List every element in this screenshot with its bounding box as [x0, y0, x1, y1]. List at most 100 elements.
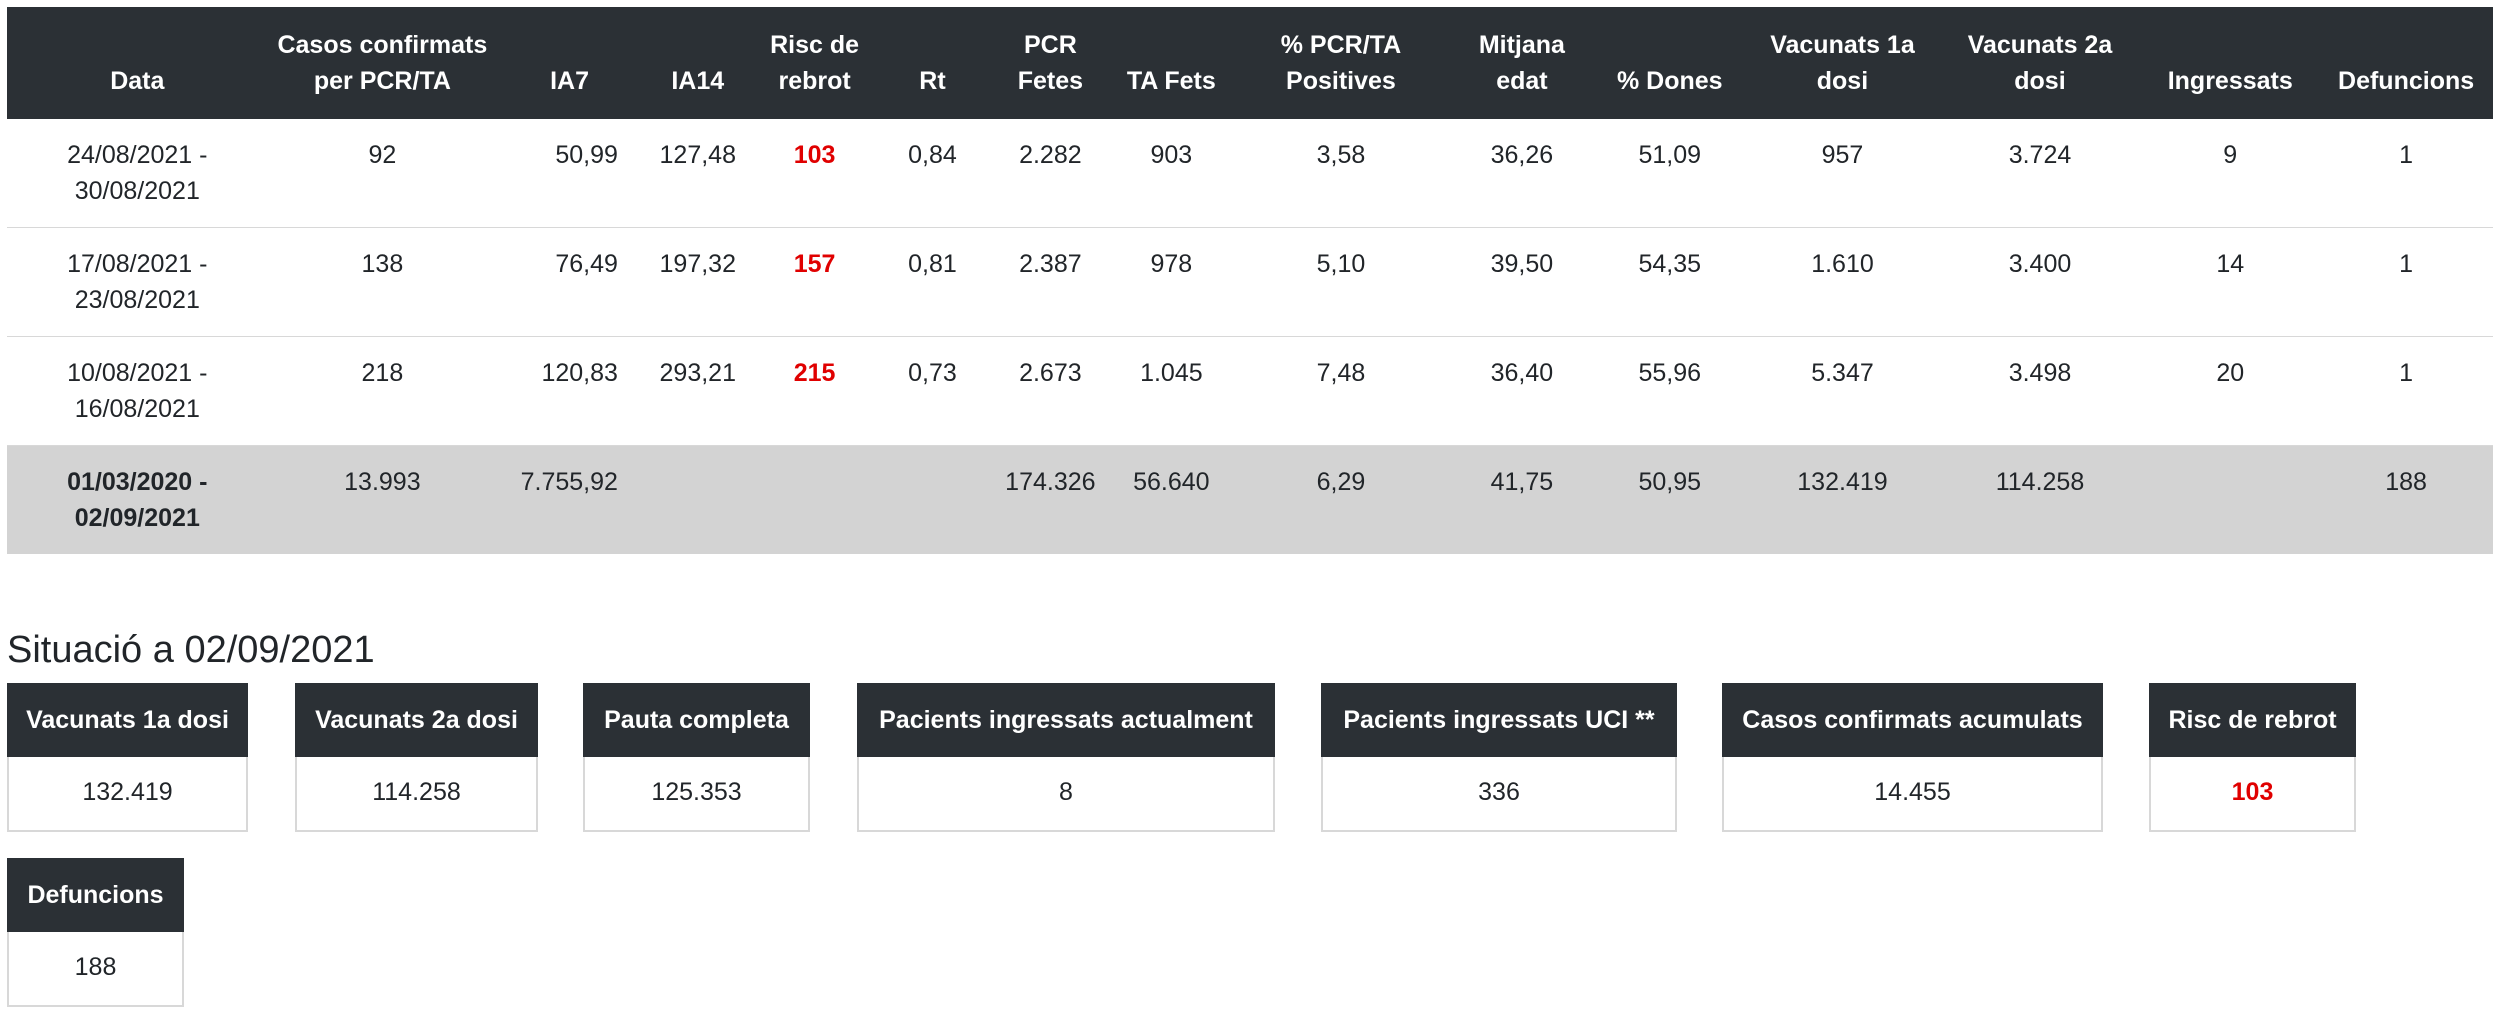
column-header-cases: Casos confirmats per PCR/TA [267, 7, 498, 119]
deaths-cell: 1 [2319, 336, 2493, 446]
positives-cell: 7,48 [1231, 336, 1451, 446]
column-header-ta: TA Fets [1111, 7, 1232, 119]
card-value: 8 [1059, 778, 1073, 806]
card-value: 114.258 [372, 778, 461, 806]
risk-cell: 215 [753, 336, 876, 446]
vac2-cell: 3.724 [1938, 119, 2142, 228]
column-header-ia14: IA14 [641, 7, 754, 119]
situation-title: Situació a 02/09/2021 [7, 629, 375, 671]
column-header-date: Data [7, 7, 268, 119]
total-cases-cell: 13.993 [267, 445, 498, 554]
table-total-row: 01/03/2020 -02/09/2021 13.993 7.755,92 1… [7, 445, 2493, 554]
column-header-rt: Rt [875, 7, 990, 119]
card-deaths: Defuncions 188 [7, 858, 184, 1007]
age-cell: 36,26 [1450, 119, 1594, 228]
card-value: 336 [1478, 778, 1520, 806]
card-patients-icu: Pacients ingressats UCI ** 336 [1321, 683, 1677, 832]
card-header: Casos confirmats acumulats [1722, 683, 2103, 757]
age-cell: 36,40 [1450, 336, 1594, 446]
table-header-row: Data Casos confirmats per PCR/TA IA7 IA1… [7, 7, 2493, 119]
card-vaccinated-second-dose: Vacunats 2a dosi 114.258 [295, 683, 538, 832]
ia14-cell: 127,48 [641, 119, 754, 228]
cases-cell: 138 [267, 227, 498, 337]
card-header: Pacients ingressats actualment [857, 683, 1275, 757]
table-row: 24/08/2021 -30/08/2021 92 50,99 127,48 1… [7, 119, 2493, 228]
date-cell: 10/08/2021 -16/08/2021 [7, 336, 268, 446]
rt-cell: 0,73 [875, 336, 990, 446]
vac1-cell: 5.347 [1746, 336, 1939, 446]
pcr-cell: 2.673 [989, 336, 1112, 446]
total-ia14-cell [641, 445, 754, 554]
card-header: Defuncions [7, 858, 184, 932]
column-header-age: Mitjana edat [1450, 7, 1594, 119]
card-header: Pauta completa [583, 683, 810, 757]
admitted-cell: 14 [2141, 227, 2320, 337]
deaths-cell: 1 [2319, 119, 2493, 228]
column-header-pcr: PCR Fetes [989, 7, 1112, 119]
card-header: Vacunats 1a dosi [7, 683, 248, 757]
total-pcr-cell: 174.326 [989, 445, 1112, 554]
ta-cell: 903 [1111, 119, 1232, 228]
pcr-cell: 2.387 [989, 227, 1112, 337]
total-positives-cell: 6,29 [1231, 445, 1451, 554]
total-risk-cell [753, 445, 876, 554]
total-deaths-cell: 188 [2319, 445, 2493, 554]
pcr-cell: 2.282 [989, 119, 1112, 228]
vac2-cell: 3.498 [1938, 336, 2142, 446]
age-cell: 39,50 [1450, 227, 1594, 337]
table-row: 10/08/2021 -16/08/2021 218 120,83 293,21… [7, 336, 2493, 446]
deaths-cell: 1 [2319, 227, 2493, 337]
women-cell: 55,96 [1593, 336, 1747, 446]
date-cell: 17/08/2021 -23/08/2021 [7, 227, 268, 337]
positives-cell: 5,10 [1231, 227, 1451, 337]
risk-cell: 157 [753, 227, 876, 337]
total-ia7-cell: 7.755,92 [497, 445, 642, 554]
total-rt-cell [875, 445, 990, 554]
card-value: 103 [2231, 778, 2274, 806]
total-date-cell: 01/03/2020 -02/09/2021 [7, 445, 268, 554]
vac2-cell: 3.400 [1938, 227, 2142, 337]
ia14-cell: 197,32 [641, 227, 754, 337]
card-full-schedule: Pauta completa 125.353 [583, 683, 810, 832]
ia7-cell: 76,49 [497, 227, 642, 337]
vac1-cell: 957 [1746, 119, 1939, 228]
column-header-positives: % PCR/TA Positives [1231, 7, 1451, 119]
total-age-cell: 41,75 [1450, 445, 1594, 554]
weekly-data-table: Data Casos confirmats per PCR/TA IA7 IA1… [7, 7, 2493, 554]
ta-cell: 978 [1111, 227, 1232, 337]
risk-cell: 103 [753, 119, 876, 228]
admitted-cell: 20 [2141, 336, 2320, 446]
table-row: 17/08/2021 -23/08/2021 138 76,49 197,32 … [7, 227, 2493, 337]
vac1-cell: 1.610 [1746, 227, 1939, 337]
card-value: 132.419 [82, 778, 173, 806]
rt-cell: 0,81 [875, 227, 990, 337]
card-value: 125.353 [651, 778, 742, 806]
cases-cell: 92 [267, 119, 498, 228]
card-accumulated-cases: Casos confirmats acumulats 14.455 [1722, 683, 2103, 832]
ta-cell: 1.045 [1111, 336, 1232, 446]
cases-cell: 218 [267, 336, 498, 446]
card-header: Pacients ingressats UCI ** [1321, 683, 1677, 757]
rt-cell: 0,84 [875, 119, 990, 228]
column-header-deaths: Defuncions [2319, 7, 2493, 119]
ia7-cell: 50,99 [497, 119, 642, 228]
card-header: Vacunats 2a dosi [295, 683, 538, 757]
total-women-cell: 50,95 [1593, 445, 1747, 554]
column-header-vac2: Vacunats 2a dosi [1938, 7, 2142, 119]
card-header: Risc de rebrot [2149, 683, 2356, 757]
card-patients-admitted: Pacients ingressats actualment 8 [857, 683, 1275, 832]
women-cell: 51,09 [1593, 119, 1747, 228]
admitted-cell: 9 [2141, 119, 2320, 228]
card-vaccinated-first-dose: Vacunats 1a dosi 132.419 [7, 683, 248, 832]
women-cell: 54,35 [1593, 227, 1747, 337]
column-header-admitted: Ingressats [2141, 7, 2320, 119]
total-ta-cell: 56.640 [1111, 445, 1232, 554]
column-header-ia7: IA7 [497, 7, 642, 119]
ia14-cell: 293,21 [641, 336, 754, 446]
positives-cell: 3,58 [1231, 119, 1451, 228]
total-admitted-cell [2141, 445, 2320, 554]
column-header-women: % Dones [1593, 7, 1747, 119]
card-value: 14.455 [1874, 778, 1951, 806]
card-value: 188 [74, 953, 117, 981]
ia7-cell: 120,83 [497, 336, 642, 446]
